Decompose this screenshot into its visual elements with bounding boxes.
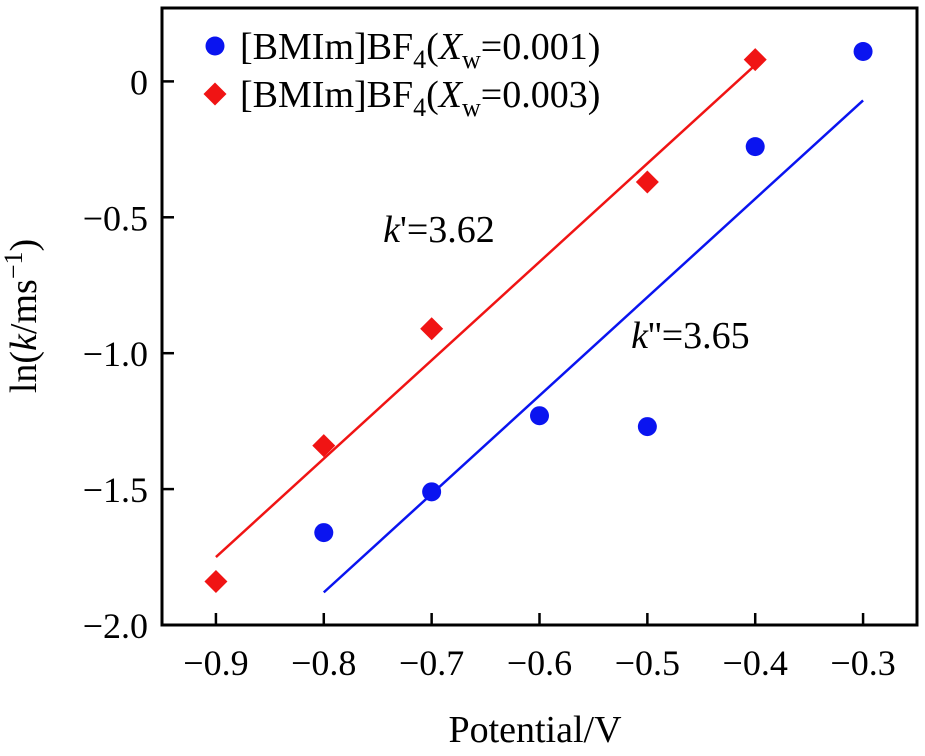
legend-label-paren: ( [426,74,439,116]
fit-lines [215,64,864,594]
data-point-circle [314,523,334,543]
slope-annotation-symbol: k [383,209,401,251]
legend-label-paren: ( [426,26,439,68]
y-tick-label: −2.0 [83,606,148,646]
data-point-diamond [635,170,659,194]
y-axis-label: ln(k/ms−1) [0,239,45,393]
x-tick-label: −0.7 [399,643,464,683]
slope-annotation-symbol: k [631,315,649,357]
x-axis-label: Potential/V [448,709,622,751]
y-tick-label: 0 [130,62,148,102]
legend-label-var: X [437,74,464,116]
data-point-circle [853,41,873,61]
y-tick-label: −1.0 [83,334,148,374]
legend-marker-diamond [203,82,227,106]
axis-ticks: −0.9 −0.8 −0.7 −0.6 −0.5 −0.4 −0.3 −2.0 −1.5 −1.0… [83,62,896,683]
x-tick-label: −0.4 [723,643,788,683]
legend-marker-circle [205,36,225,56]
x-tick-label: −0.9 [183,643,248,683]
legend-label-post: =0.001) [481,26,601,68]
legend-label-sub1: 4 [413,45,426,74]
legend-label: [BMIm]BF4(Xw=0.003) [240,74,600,122]
x-tick-label: −0.6 [507,643,572,683]
data-point-circle [637,417,657,437]
x-tick-label: −0.8 [291,643,356,683]
annotations: k'=3.62k''=3.65 [383,209,750,357]
legend-label-pre: [BMIm]BF [240,74,413,116]
data-point-diamond [743,48,767,72]
fit-line-series-1 [322,99,864,594]
legend-label-post: =0.003) [481,74,601,116]
data-point-circle [745,137,765,157]
data-point-diamond [312,434,336,458]
x-tick-label: −0.3 [830,643,895,683]
legend-label-sub1: 4 [413,93,426,122]
legend-label-sub2: w [462,93,481,122]
legend-label-var: X [437,26,464,68]
legend-label: [BMIm]BF4(Xw=0.001) [240,26,600,74]
slope-annotation-value: '=3.62 [400,209,495,251]
x-tick-label: −0.5 [615,643,680,683]
fit-line-series-2 [215,64,757,558]
data-point-diamond [420,317,444,341]
data-point-circle [530,406,549,426]
slope-annotation-value: ''=3.65 [648,315,750,357]
y-tick-label: −1.5 [83,470,148,510]
y-tick-label: −0.5 [83,198,148,238]
data-markers [204,41,873,594]
slope-annotation: k''=3.65 [631,315,750,357]
legend-label-pre: [BMIm]BF [240,26,413,68]
legend-label-sub2: w [462,45,481,74]
legend: [BMIm]BF4(Xw=0.001)[BMIm]BF4(Xw=0.003) [203,26,600,122]
data-point-circle [422,482,442,502]
data-point-diamond [204,570,228,594]
slope-annotation: k'=3.62 [383,209,495,251]
